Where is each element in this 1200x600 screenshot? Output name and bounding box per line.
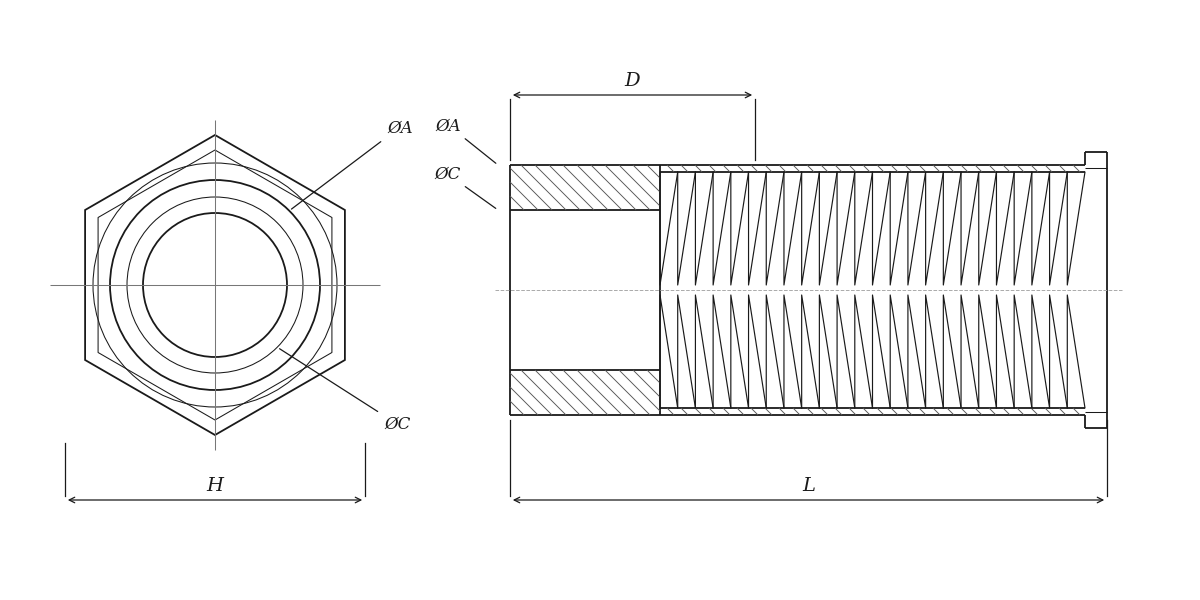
Text: ØA: ØA <box>436 118 461 135</box>
Text: ØC: ØC <box>434 166 461 183</box>
Text: L: L <box>802 477 815 495</box>
Text: H: H <box>206 477 223 495</box>
Text: ØA: ØA <box>386 120 413 137</box>
Text: D: D <box>625 72 641 90</box>
Text: ØC: ØC <box>384 416 410 433</box>
